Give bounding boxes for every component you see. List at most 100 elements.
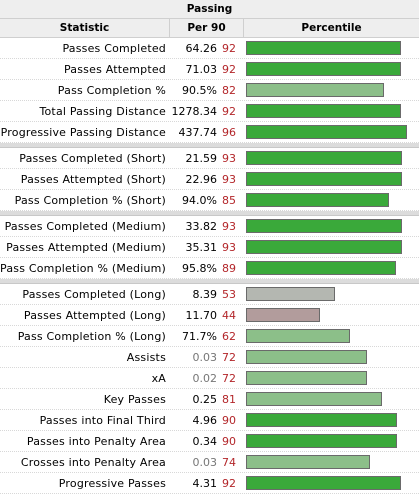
table-header-row: Statistic Per 90 Percentile (0, 19, 419, 38)
group-separator (0, 143, 419, 148)
per90-cell: 11.70 44 (169, 305, 243, 326)
per90-value: 437.74 (178, 125, 218, 139)
table-row: Pass Completion % (Short) 94.0% 85 (0, 190, 419, 211)
header-percentile[interactable]: Percentile (243, 19, 419, 37)
percentile-bar (246, 150, 402, 165)
stat-name: Passes Attempted (63, 62, 166, 76)
percentile-cell (243, 59, 419, 80)
percentile-bar (246, 475, 401, 490)
percentile-value: 93 (222, 172, 236, 186)
table-row: Passes Attempted (Short) 22.96 93 (0, 169, 419, 190)
stat-name: Assists (126, 350, 166, 364)
percentile-bar (246, 61, 401, 76)
per90-cell: 33.82 93 (169, 216, 243, 237)
per90-value: 4.31 (192, 476, 218, 490)
stat-name: Key Passes (103, 392, 166, 406)
percentile-bar (246, 192, 389, 207)
percentile-value: 90 (222, 434, 236, 448)
percentile-cell (243, 284, 419, 305)
per90-value: 21.59 (185, 151, 218, 165)
per90-cell: 71.03 92 (169, 59, 243, 80)
header-per90[interactable]: Per 90 (169, 19, 243, 37)
per90-value: 22.96 (185, 172, 218, 186)
percentile-value: 81 (222, 392, 236, 406)
table-row: Progressive Passes 4.31 92 (0, 473, 419, 494)
percentile-cell (243, 410, 419, 431)
percentile-bar (246, 307, 320, 322)
table-row: Passes Completed (Medium) 33.82 93 (0, 216, 419, 237)
stat-name: Passes into Final Third (39, 413, 166, 427)
per90-value: 94.0% (182, 193, 217, 207)
percentile-cell (243, 431, 419, 452)
table-row: Passes Attempted 71.03 92 (0, 59, 419, 80)
stat-name: Passes Completed (Short) (19, 151, 166, 165)
percentile-bar (246, 328, 350, 343)
percentile-value: 82 (222, 83, 236, 97)
per90-cell: 22.96 93 (169, 169, 243, 190)
stat-name: Pass Completion % (Medium) (0, 261, 167, 275)
percentile-value: 92 (222, 104, 236, 118)
table-caption: Passing (0, 0, 419, 19)
per90-value: 11.70 (185, 308, 218, 322)
per90-value: 90.5% (182, 83, 217, 97)
table-row: Passes Completed 64.26 92 (0, 38, 419, 59)
per90-cell: 0.34 90 (169, 431, 243, 452)
per90-value: 64.26 (185, 41, 218, 55)
percentile-cell (243, 169, 419, 190)
table-row: Passes Attempted (Long) 11.70 44 (0, 305, 419, 326)
stat-name: xA (151, 371, 166, 385)
stat-name: Passes Completed (Medium) (4, 219, 166, 233)
percentile-value: 92 (222, 62, 236, 76)
percentile-cell (243, 452, 419, 473)
per90-value: 95.8% (182, 261, 217, 275)
per90-cell: 0.02 72 (169, 368, 243, 389)
group-separator (0, 211, 419, 216)
percentile-bar (246, 239, 402, 254)
percentile-bar (246, 82, 384, 97)
stat-name: Progressive Passing Distance (0, 125, 166, 139)
percentile-bar (246, 40, 401, 55)
percentile-cell (243, 80, 419, 101)
percentile-cell (243, 38, 419, 59)
percentile-bar (246, 260, 396, 275)
table-row: Pass Completion % (Long) 71.7% 62 (0, 326, 419, 347)
stat-name: Progressive Passes (58, 476, 166, 490)
table-row: Passes into Penalty Area 0.34 90 (0, 431, 419, 452)
per90-value: 0.02 (192, 371, 218, 385)
per90-cell: 35.31 93 (169, 237, 243, 258)
percentile-cell (243, 190, 419, 211)
percentile-cell (243, 347, 419, 368)
per90-value: 0.34 (192, 434, 218, 448)
group-separator (0, 279, 419, 284)
percentile-value: 92 (222, 41, 236, 55)
table-row: Progressive Passing Distance 437.74 96 (0, 122, 419, 143)
table-row: Passes Completed (Long) 8.39 53 (0, 284, 419, 305)
per90-cell: 71.7% 62 (169, 326, 243, 347)
percentile-value: 93 (222, 151, 236, 165)
percentile-value: 74 (222, 455, 236, 469)
percentile-cell (243, 326, 419, 347)
header-statistic[interactable]: Statistic (59, 22, 110, 34)
table-row: Pass Completion % 90.5% 82 (0, 80, 419, 101)
per90-value: 8.39 (192, 287, 218, 301)
percentile-cell (243, 473, 419, 494)
per90-value: 0.03 (192, 350, 218, 364)
per90-cell: 94.0% 85 (169, 190, 243, 211)
per90-cell: 0.25 81 (169, 389, 243, 410)
percentile-bar (246, 171, 402, 186)
table-row: Pass Completion % (Medium) 95.8% 89 (0, 258, 419, 279)
percentile-cell (243, 305, 419, 326)
percentile-cell (243, 148, 419, 169)
stat-name: Passes Completed (Long) (22, 287, 166, 301)
percentile-bar (246, 454, 370, 469)
per90-value: 0.25 (192, 392, 218, 406)
percentile-bar (246, 412, 397, 427)
stat-name: Passes Attempted (Long) (23, 308, 166, 322)
stat-name: Passes Attempted (Medium) (6, 240, 166, 254)
percentile-bar (246, 349, 367, 364)
percentile-bar (246, 370, 367, 385)
per90-cell: 90.5% 82 (169, 80, 243, 101)
percentile-cell (243, 101, 419, 122)
table-row: Assists 0.03 72 (0, 347, 419, 368)
